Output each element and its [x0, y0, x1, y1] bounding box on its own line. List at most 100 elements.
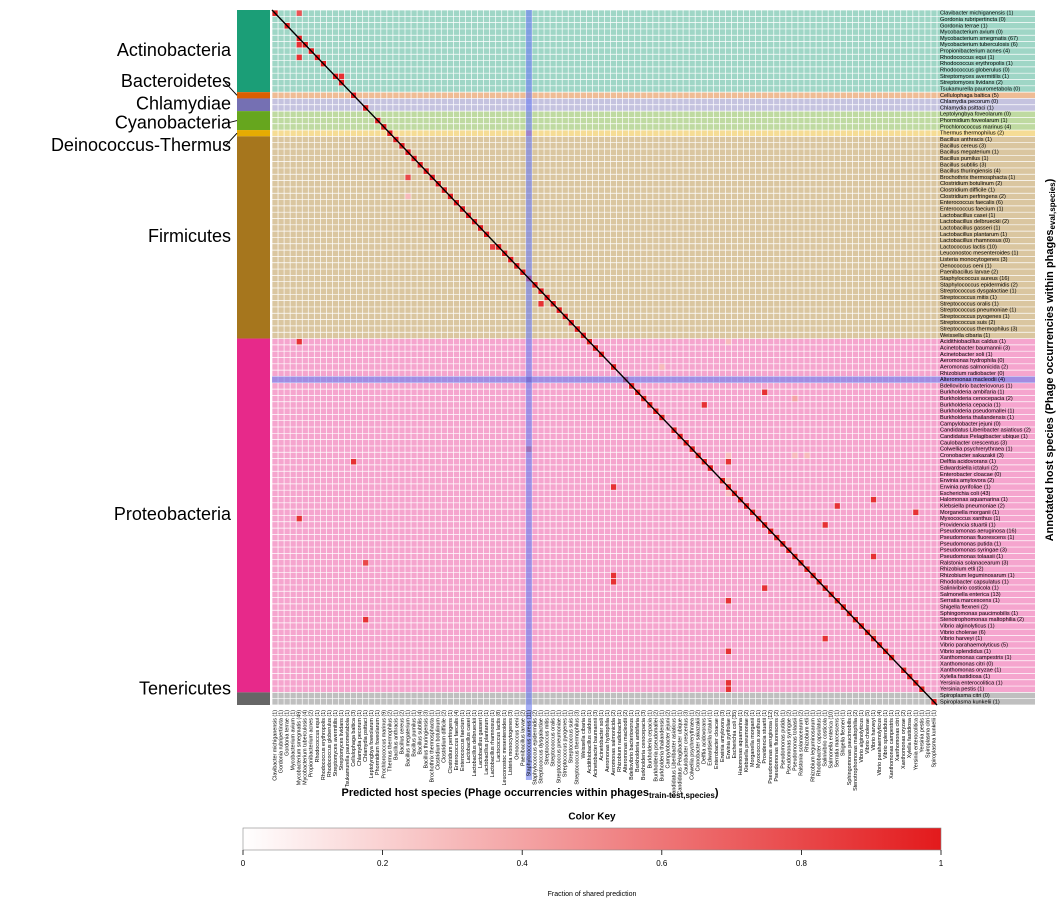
row-label: Streptococcus pneumoniae (1) — [940, 308, 1016, 314]
column-label: Yersinia pestis (1) — [919, 710, 925, 753]
row-label: Rhizobium etli (2) — [940, 567, 984, 573]
column-label: Prochlorococcus marinus (9) — [381, 710, 387, 779]
y-title-main: Annotated host species (Phage occurrenci… — [1044, 230, 1056, 542]
row-band — [272, 452, 1035, 459]
column-label: Bacillus thuringiensis (3) — [424, 710, 430, 769]
row-band — [272, 73, 1035, 80]
heatmap-cell — [725, 680, 732, 686]
color-key-tick-label: 0.8 — [796, 859, 808, 868]
color-key-tick-label: 0.6 — [656, 859, 668, 868]
group-leader — [224, 120, 238, 125]
row-label: Streptococcus suis (2) — [940, 320, 995, 326]
row-label: Shigella flexneri (2) — [940, 605, 988, 611]
row-label: Rhizobium radiobacter (0) — [940, 371, 1004, 377]
group-label: Deinococcus-Thermus — [51, 135, 231, 155]
column-label: Delftia acidovorans (1) — [702, 710, 708, 764]
row-label: Burkholderia cepacia (1) — [940, 402, 1001, 408]
group-bar — [237, 692, 270, 705]
row-label: Mycobacterium smegmatis (67) — [940, 36, 1018, 42]
column-label: Gordonia terrae (1) — [285, 710, 291, 756]
row-band — [272, 275, 1035, 282]
column-label: Cellulophaga baltica (3) — [351, 710, 357, 767]
row-band — [272, 420, 1035, 427]
y-title-close: ) — [1044, 178, 1056, 182]
column-label: Clostridium botulinum (1) — [436, 710, 442, 770]
row-label: Delftia acidovorans (1) — [940, 459, 996, 465]
column-label: Xanthomonas citri (1) — [895, 710, 901, 761]
row-band — [272, 98, 1035, 105]
column-label: Lactococcus lactis (8) — [496, 710, 502, 762]
row-band — [272, 288, 1035, 295]
row-band — [272, 679, 1035, 687]
row-label: Providencia stuartii (1) — [940, 522, 996, 528]
column-label: Pseudomonas tolaasii (1) — [792, 710, 798, 771]
row-label: Bacillus thuringiensis (4) — [940, 169, 1001, 175]
column-label: Staphylococcus aureus (11) — [526, 710, 532, 777]
column-label: Staphylococcus epidermidis (2) — [532, 710, 538, 785]
row-label: Acinetobacter baumannii (3) — [940, 346, 1010, 352]
row-band — [272, 610, 1035, 617]
row-band — [272, 338, 1035, 345]
column-label: Bacillus subtilis (4) — [418, 710, 424, 755]
column-label: Chlamydia psittaci (1) — [363, 710, 369, 762]
column-label: Cronobacter sakazakii (2) — [696, 710, 702, 772]
row-label: Ralstonia solanacearum (3) — [940, 560, 1009, 566]
heatmap-cell — [822, 635, 828, 642]
row-band — [272, 483, 1035, 491]
row-label: Mycobacterium avium (0) — [940, 30, 1003, 36]
column-label: Enterococcus faecalis (4) — [454, 710, 460, 771]
row-band — [272, 433, 1035, 440]
row-band — [272, 149, 1035, 156]
column-label: Salmonella enterica (10) — [829, 710, 835, 769]
row-label: Staphylococcus aureus (16) — [940, 276, 1009, 282]
column-label: Rhodococcus globerulus (1) — [327, 710, 333, 777]
heatmap-cell — [834, 503, 840, 509]
heatmap-cell — [350, 458, 357, 465]
row-band — [272, 92, 1035, 99]
row-band — [272, 357, 1035, 364]
column-label: Rhodobacter capsulatus (1) — [817, 710, 823, 776]
column-label: Spiroplasma kunkelii (1) — [931, 710, 937, 768]
group-label: Tenericutes — [139, 678, 231, 698]
row-label: Sphingomonas paucimobilis (1) — [940, 611, 1018, 617]
column-label: Halomonas aquamarina (1) — [738, 710, 744, 776]
row-label: Caulobacter crescentus (3) — [940, 440, 1007, 446]
column-label: Caulobacter crescentus (3) — [684, 710, 690, 775]
row-band — [272, 281, 1035, 288]
row-label: Bacillus cereus (3) — [940, 143, 986, 149]
column-label: Streptococcus mitis (1) — [544, 710, 550, 765]
heatmap-cell — [822, 522, 828, 528]
row-label: Rhodobacter capsulatus (1) — [940, 579, 1009, 585]
column-label: Vibrio alginolyticus (1) — [859, 710, 865, 763]
row-band — [272, 534, 1035, 541]
column-label: Escherichia coli (35) — [732, 710, 738, 759]
row-label: Yersinia pestis (1) — [940, 687, 984, 693]
row-band — [272, 66, 1035, 74]
heatmap-cell — [725, 477, 732, 484]
row-label: Streptomyces avermitilis (1) — [940, 74, 1009, 80]
row-band — [272, 10, 1035, 17]
row-label: Oenococcus oeni (1) — [940, 263, 992, 269]
row-label: Xanthomonas campestris (1) — [940, 655, 1012, 661]
row-band — [272, 193, 1035, 200]
group-label: Cyanobacteria — [115, 112, 232, 132]
row-band — [272, 180, 1035, 187]
heatmap-cell — [701, 402, 707, 408]
heatmap-cell — [762, 389, 768, 396]
column-label: Stenotrophomonas maltophilia (2) — [853, 710, 859, 791]
column-label: Acinetobacter baumannii (3) — [593, 710, 599, 778]
row-band — [272, 547, 1035, 554]
column-label: Edwardsiella ictaluri (1) — [708, 710, 714, 766]
row-band — [272, 117, 1035, 124]
row-band — [272, 35, 1035, 42]
row-label: Streptococcus dysgalactiae (1) — [940, 289, 1017, 295]
row-label: Leptolyngbya foveolarum (0) — [940, 112, 1011, 118]
color-key-tick-label: 0 — [241, 859, 246, 868]
row-label: Pseudomonas tolaasii (1) — [940, 554, 1003, 560]
heatmap-cell — [296, 54, 302, 61]
row-label: Streptococcus mitis (1) — [940, 295, 997, 301]
row-label: Acinetobacter soli (1) — [940, 352, 993, 358]
row-label: Rhodococcus equi (1) — [940, 55, 995, 61]
column-label: Campylobacter jejuni (2) — [665, 710, 671, 769]
